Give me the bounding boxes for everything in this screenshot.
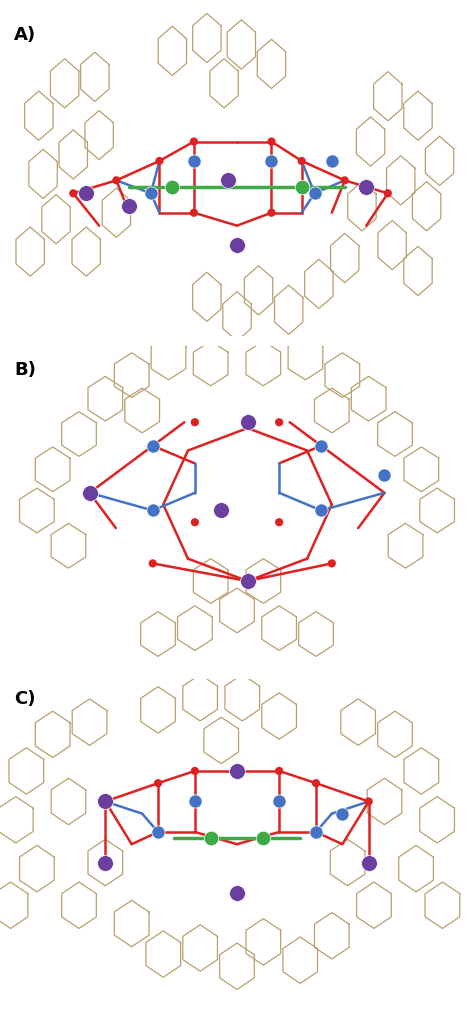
Text: C): C) — [14, 690, 36, 708]
Point — [268, 153, 275, 169]
Point — [328, 555, 336, 571]
Point — [365, 854, 373, 870]
Point — [328, 153, 336, 169]
Point — [244, 573, 251, 589]
Point — [169, 179, 176, 195]
Point — [191, 794, 199, 810]
Point — [312, 775, 320, 792]
Point — [233, 885, 241, 901]
Point — [312, 824, 320, 840]
Point — [101, 794, 109, 810]
Point — [363, 179, 370, 195]
Point — [244, 415, 251, 431]
Point — [154, 824, 162, 840]
Point — [155, 153, 163, 169]
Point — [191, 763, 199, 779]
Point — [149, 555, 156, 571]
Point — [70, 185, 77, 201]
Point — [318, 438, 325, 454]
Point — [275, 763, 283, 779]
Point — [260, 830, 267, 846]
Point — [275, 515, 283, 531]
Point — [381, 467, 388, 483]
Point — [147, 185, 155, 201]
Point — [126, 198, 133, 214]
Point — [268, 133, 275, 150]
Point — [318, 502, 325, 519]
Point — [149, 438, 156, 454]
Point — [233, 763, 241, 779]
Point — [225, 172, 232, 188]
Point — [207, 830, 214, 846]
Point — [275, 415, 283, 431]
Point — [338, 806, 346, 822]
Point — [233, 237, 241, 253]
Point — [86, 484, 93, 500]
Point — [190, 133, 198, 150]
Point — [268, 204, 275, 220]
Point — [82, 185, 90, 201]
Point — [101, 794, 109, 810]
Point — [101, 854, 109, 870]
Point — [312, 824, 320, 840]
Point — [191, 415, 199, 431]
Text: A): A) — [14, 26, 36, 44]
Point — [218, 502, 225, 519]
Point — [154, 775, 162, 792]
Text: B): B) — [14, 361, 36, 379]
Point — [149, 502, 156, 519]
Point — [341, 172, 348, 188]
Point — [112, 172, 120, 188]
Point — [298, 179, 305, 195]
Point — [318, 438, 325, 454]
Point — [190, 204, 198, 220]
Point — [191, 515, 199, 531]
Point — [190, 153, 198, 169]
Point — [298, 153, 305, 169]
Point — [365, 794, 373, 810]
Point — [275, 794, 283, 810]
Point — [384, 185, 392, 201]
Point — [149, 438, 156, 454]
Point — [311, 185, 319, 201]
Point — [154, 824, 162, 840]
